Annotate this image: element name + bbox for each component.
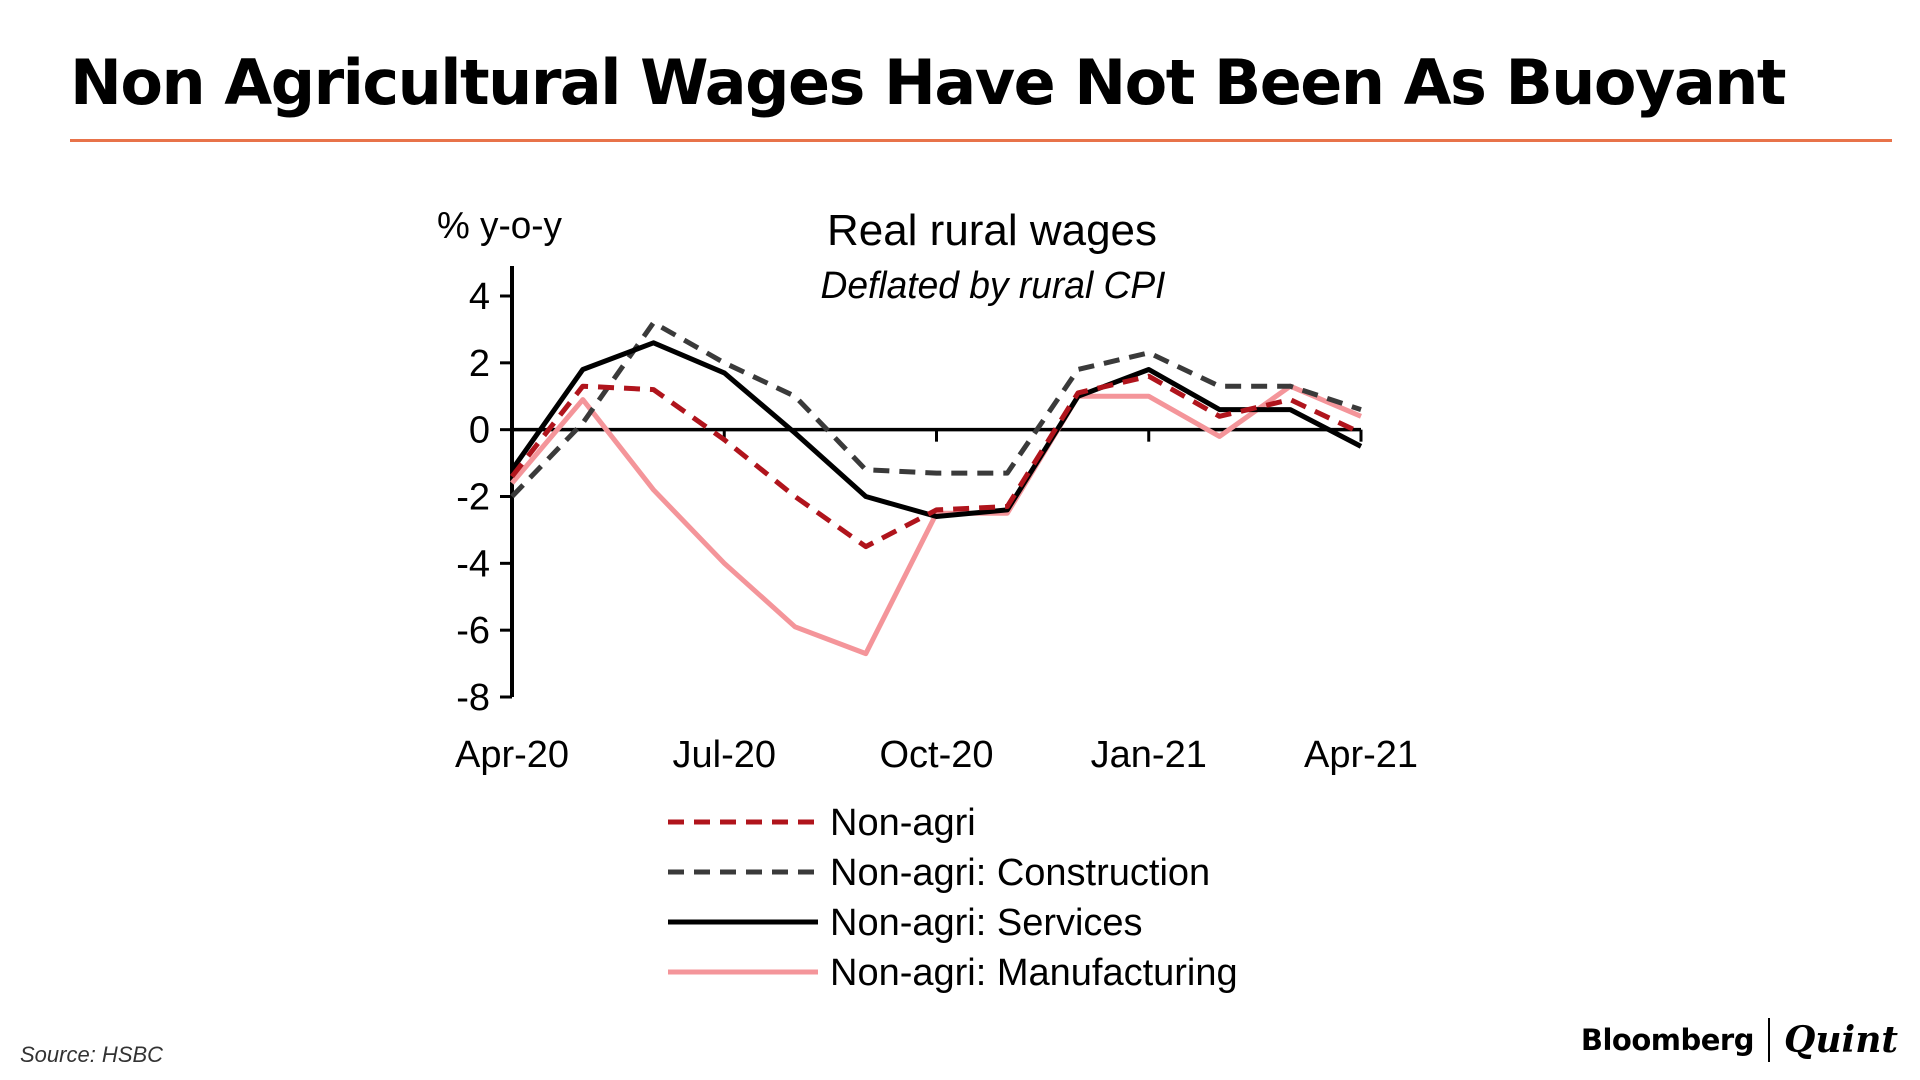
page-title: Non Agricultural Wages Have Not Been As … (70, 46, 1787, 119)
y-tick-label: -8 (456, 677, 490, 719)
title-divider (70, 139, 1892, 142)
series-line (509, 340, 1363, 519)
legend-label: Non-agri: Services (830, 902, 1143, 944)
brand-primary: Bloomberg (1580, 1023, 1755, 1057)
source-note: Source: HSBC (20, 1042, 164, 1067)
y-axis-ticks: 4 2 0 -2 -4 -6 -8 (456, 276, 512, 719)
legend-label: Non-agri (830, 802, 976, 844)
x-tick-label: Jul-20 (673, 734, 777, 776)
y-tick-label: 0 (469, 410, 490, 452)
series-line (510, 373, 1363, 550)
chart-title: Real rural wages (827, 206, 1157, 255)
y-tick-label: 2 (469, 343, 490, 385)
legend: Non-agri Non-agri: Construction Non-agri: … (668, 802, 1238, 994)
x-tick-label: Oct-20 (879, 734, 993, 776)
brand-secondary: Quint (1783, 1019, 1898, 1061)
x-tick-label: Apr-20 (455, 734, 569, 776)
legend-label: Non-agri: Construction (830, 852, 1210, 894)
axes (510, 266, 1361, 697)
series-line (510, 320, 1362, 499)
series-lines (509, 320, 1363, 657)
x-tick-label: Jan-21 (1091, 734, 1207, 776)
brand-logo: Bloomberg Quint (1581, 1018, 1898, 1062)
x-axis-ticks: Apr-20 Jul-20 Oct-20 Jan-21 Apr-21 (455, 429, 1418, 776)
y-tick-label: -4 (456, 543, 490, 585)
y-tick-label: -2 (456, 477, 490, 519)
legend-label: Non-agri: Manufacturing (830, 952, 1238, 994)
y-tick-label: -6 (456, 610, 490, 652)
series-line (510, 383, 1362, 657)
y-tick-label: 4 (469, 276, 490, 318)
brand-divider (1767, 1018, 1770, 1062)
y-axis-label: % y-o-y (437, 205, 562, 247)
x-tick-label: Apr-21 (1304, 734, 1418, 776)
chart-subtitle: Deflated by rural CPI (821, 265, 1166, 307)
